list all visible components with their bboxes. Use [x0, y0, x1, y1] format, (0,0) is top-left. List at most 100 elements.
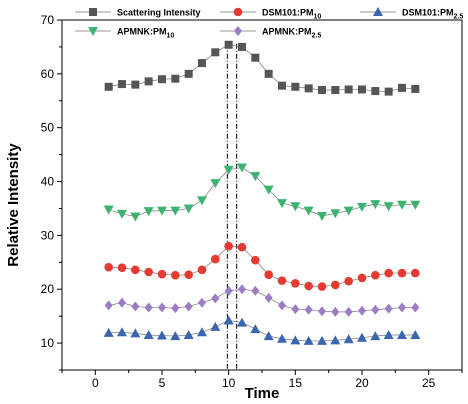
- data-point: [170, 206, 181, 216]
- data-point: [130, 328, 141, 338]
- data-point: [104, 262, 113, 272]
- data-point: [131, 265, 140, 275]
- data-point: [117, 263, 127, 272]
- data-point: [250, 172, 261, 182]
- data-point: [197, 196, 207, 206]
- data-point: [371, 87, 380, 96]
- data-point: [184, 270, 193, 279]
- data-point: [357, 202, 367, 212]
- data-point: [238, 42, 246, 51]
- legend-label-subscript: 10: [167, 33, 175, 40]
- data-point: [117, 209, 127, 219]
- data-point: [317, 282, 327, 291]
- x-tick-label: 25: [422, 376, 436, 390]
- data-point: [357, 273, 367, 283]
- data-point: [344, 276, 353, 286]
- legend-item: Scattering Intensity: [75, 8, 201, 18]
- data-point: [197, 265, 207, 275]
- series-layer: [103, 40, 421, 345]
- legend-label-main: DSM101:PM: [262, 8, 314, 18]
- data-point: [264, 69, 273, 78]
- data-point: [397, 330, 407, 339]
- reference-lines: [226, 43, 238, 370]
- y-axis-title: Relative Intensity: [5, 143, 22, 267]
- series-line: [108, 167, 416, 217]
- data-point: [358, 305, 366, 316]
- data-point: [318, 306, 326, 317]
- data-point: [238, 284, 246, 295]
- data-point: [411, 268, 420, 278]
- data-point: [144, 302, 153, 313]
- data-point: [118, 80, 126, 89]
- y-axis: 10 20 30 40 50 60 70: [41, 13, 62, 371]
- legend-item: APMNK:PM10: [75, 27, 174, 40]
- data-point: [303, 335, 314, 345]
- data-point: [397, 268, 407, 278]
- data-point: [223, 315, 234, 325]
- data-point: [317, 335, 327, 345]
- data-point: [398, 83, 406, 92]
- data-point: [251, 53, 260, 62]
- legend-marker: [88, 27, 98, 36]
- data-point: [171, 74, 180, 83]
- x-tick-label: 5: [159, 376, 166, 390]
- data-point: [278, 300, 286, 311]
- data-point: [198, 297, 206, 308]
- data-point: [210, 179, 221, 189]
- data-point: [264, 270, 273, 279]
- x-axis-title: Time: [245, 385, 280, 402]
- data-point: [397, 200, 407, 210]
- data-point: [383, 202, 394, 212]
- data-point: [277, 199, 287, 209]
- data-point: [343, 334, 354, 344]
- legend-label-subscript: 2.5: [312, 33, 322, 40]
- data-point: [344, 85, 353, 94]
- data-point: [157, 206, 167, 216]
- series-line: [108, 44, 416, 92]
- series-line: [108, 288, 416, 313]
- data-point: [171, 270, 180, 280]
- y-tick-label: 20: [41, 282, 55, 296]
- series-2: [103, 315, 421, 345]
- legend-item: APMNK:PM2.5: [220, 26, 321, 40]
- x-tick-label: 15: [289, 376, 303, 390]
- data-point: [331, 86, 340, 94]
- data-point: [143, 207, 154, 217]
- data-point: [357, 332, 367, 342]
- legend-label: APMNK:PM10: [117, 27, 174, 40]
- data-point: [183, 330, 194, 339]
- data-point: [224, 241, 233, 251]
- data-point: [131, 80, 140, 89]
- data-point: [118, 297, 126, 308]
- data-point: [370, 331, 381, 341]
- data-point: [330, 335, 341, 345]
- legend-item: DSM101:PM2.5: [360, 7, 463, 21]
- data-point: [318, 86, 326, 94]
- data-point: [117, 327, 127, 337]
- data-point: [410, 200, 421, 210]
- y-tick-label: 50: [41, 121, 55, 135]
- data-point: [211, 254, 220, 264]
- data-point: [171, 303, 180, 314]
- legend-label-main: APMNK:PM: [117, 27, 167, 37]
- data-point: [343, 206, 354, 216]
- legend-label: DSM101:PM10: [262, 8, 321, 21]
- x-tick-label: 20: [355, 376, 369, 390]
- legend-label: APMNK:PM2.5: [262, 27, 321, 40]
- data-point: [370, 200, 381, 210]
- data-point: [103, 205, 114, 215]
- x-tick-label: 0: [92, 376, 99, 390]
- data-point: [198, 59, 206, 68]
- legend-label-main: Scattering Intensity: [117, 8, 201, 18]
- data-point: [331, 280, 340, 290]
- data-point: [278, 81, 286, 90]
- data-point: [211, 293, 220, 304]
- legend-label-subscript: 2.5: [454, 14, 464, 21]
- data-point: [237, 317, 247, 327]
- data-point: [331, 306, 340, 317]
- data-point: [304, 84, 313, 93]
- y-tick-label: 60: [41, 67, 55, 81]
- data-point: [224, 285, 233, 296]
- data-point: [330, 209, 341, 219]
- series-4: [104, 284, 420, 317]
